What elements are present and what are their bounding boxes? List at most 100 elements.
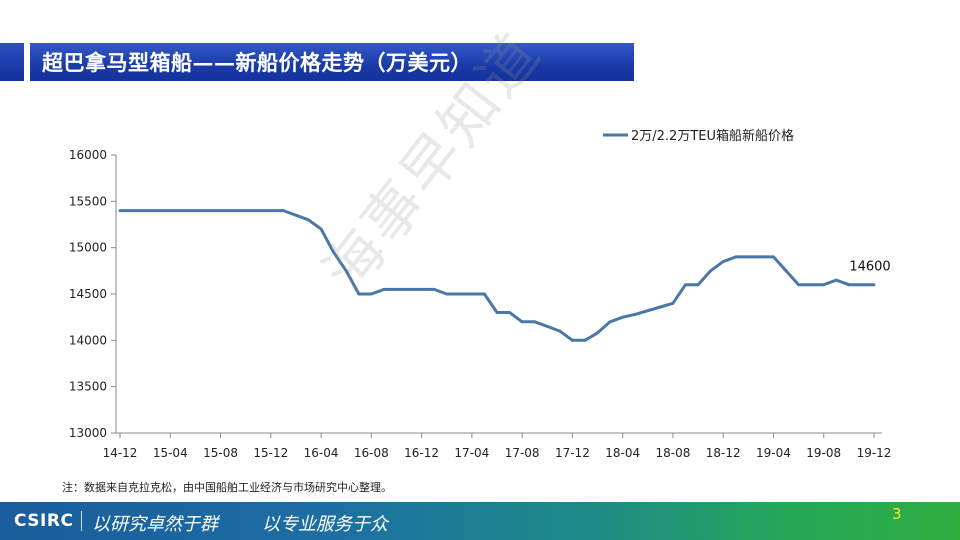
data-point: [231, 209, 235, 213]
footer-slogan-service: 以专业服务于众: [262, 514, 388, 535]
page-title: 超巴拿马型箱船——新船价格走势（万美元）: [42, 50, 472, 75]
data-point: [432, 287, 436, 291]
y-tick-label: 13500: [69, 380, 107, 394]
x-tick-label: 18-12: [706, 446, 741, 460]
footer-logo: CSIRC: [14, 511, 74, 531]
y-tick-label: 13000: [69, 426, 107, 440]
data-point: [332, 250, 336, 254]
data-point: [608, 320, 612, 324]
data-point: [307, 218, 310, 222]
data-point: [244, 209, 248, 213]
x-tick-label: 15-12: [253, 446, 288, 460]
data-point: [571, 338, 574, 342]
data-point: [860, 283, 863, 287]
x-tick-label: 19-08: [806, 446, 841, 460]
x-tick-label: 17-12: [555, 446, 590, 460]
series-group: [118, 209, 876, 342]
y-tick-label: 16000: [69, 148, 107, 162]
legend: 2万/2.2万TEU箱船新船价格: [603, 128, 794, 144]
x-tick-label: 19-04: [756, 446, 791, 460]
data-point: [684, 283, 687, 287]
data-point: [847, 283, 851, 287]
data-point: [369, 292, 373, 296]
data-point: [319, 227, 323, 231]
data-point: [294, 213, 298, 217]
data-point: [545, 325, 549, 328]
data-point: [658, 305, 662, 309]
data-point: [118, 209, 122, 213]
data-point: [281, 209, 285, 213]
x-tick-label: 17-04: [454, 446, 489, 460]
y-tick-label: 15500: [69, 194, 107, 208]
data-point: [558, 329, 562, 333]
data-point: [181, 209, 185, 213]
x-tick-label: 17-08: [505, 446, 540, 460]
data-point: [269, 209, 273, 213]
title-bar: 超巴拿马型箱船——新船价格走势（万美元）: [30, 43, 634, 81]
x-tick-label: 18-08: [655, 446, 690, 460]
y-axis: 13000 13500 14000 14500 15000 15500 16000: [69, 148, 117, 440]
data-point: [797, 283, 800, 287]
data-point: [633, 312, 637, 316]
x-tick-label: 19-12: [857, 446, 892, 460]
x-tick-label: 14-12: [103, 446, 138, 460]
data-point: [457, 292, 461, 296]
footer-slogan-research: 以研究卓然于群: [92, 514, 218, 535]
data-point: [671, 301, 675, 305]
data-point: [759, 255, 763, 259]
data-point: [533, 320, 537, 324]
data-point: [382, 287, 386, 291]
data-point: [194, 209, 197, 213]
x-tick-label: 15-08: [203, 446, 238, 460]
page-number: 3: [892, 505, 902, 523]
data-point: [872, 283, 876, 287]
source-note: 注：数据来自克拉克松，由中国船舶工业经济与市场研究中心整理。: [62, 481, 392, 494]
data-point: [746, 255, 750, 259]
data-point: [357, 292, 361, 296]
x-tick-label: 18-04: [605, 446, 640, 460]
data-point: [131, 209, 134, 213]
x-tick-label: 16-08: [354, 446, 389, 460]
footer-bar: CSIRC 以研究卓然于群 以专业服务于众: [0, 502, 960, 540]
data-point: [809, 283, 813, 287]
x-tick-label: 16-12: [404, 446, 439, 460]
data-point: [520, 320, 524, 324]
data-point: [156, 209, 160, 213]
data-point: [646, 309, 650, 313]
price-chart: 13000 13500 14000 14500 15000 15500 16000 14-1…: [69, 128, 892, 460]
data-point: [344, 269, 348, 273]
data-point: [420, 287, 423, 291]
x-tick-label: 15-04: [153, 446, 188, 460]
data-point: [470, 292, 474, 296]
footer-divider: [81, 511, 82, 531]
annotations: 14600: [849, 260, 890, 275]
data-point: [483, 292, 486, 296]
x-axis: 14-12 15-04 15-08 15-12 16-04 16-08 16-12 17-04…: [103, 432, 892, 460]
data-point: [407, 287, 411, 291]
data-label: 14600: [849, 260, 890, 275]
data-point: [709, 269, 713, 273]
series-line: [120, 209, 874, 342]
data-point: [508, 311, 511, 314]
data-point: [834, 278, 838, 282]
data-point: [784, 269, 788, 273]
data-point: [696, 283, 700, 287]
data-point: [721, 260, 725, 263]
legend-label: 2万/2.2万TEU箱船新船价格: [631, 128, 794, 144]
data-point: [772, 255, 775, 259]
y-tick-label: 15000: [69, 241, 107, 255]
data-point: [168, 209, 172, 213]
data-point: [734, 255, 738, 259]
y-tick-label: 14000: [69, 333, 107, 347]
data-point: [256, 209, 260, 213]
data-point: [596, 331, 599, 335]
data-point: [143, 209, 147, 213]
data-point: [206, 209, 210, 213]
data-point: [822, 283, 826, 287]
x-tick-label: 16-04: [304, 446, 339, 460]
data-point: [219, 209, 222, 213]
data-point: [495, 311, 499, 314]
data-point: [395, 287, 398, 291]
data-point: [445, 292, 449, 296]
data-point: [621, 315, 625, 319]
